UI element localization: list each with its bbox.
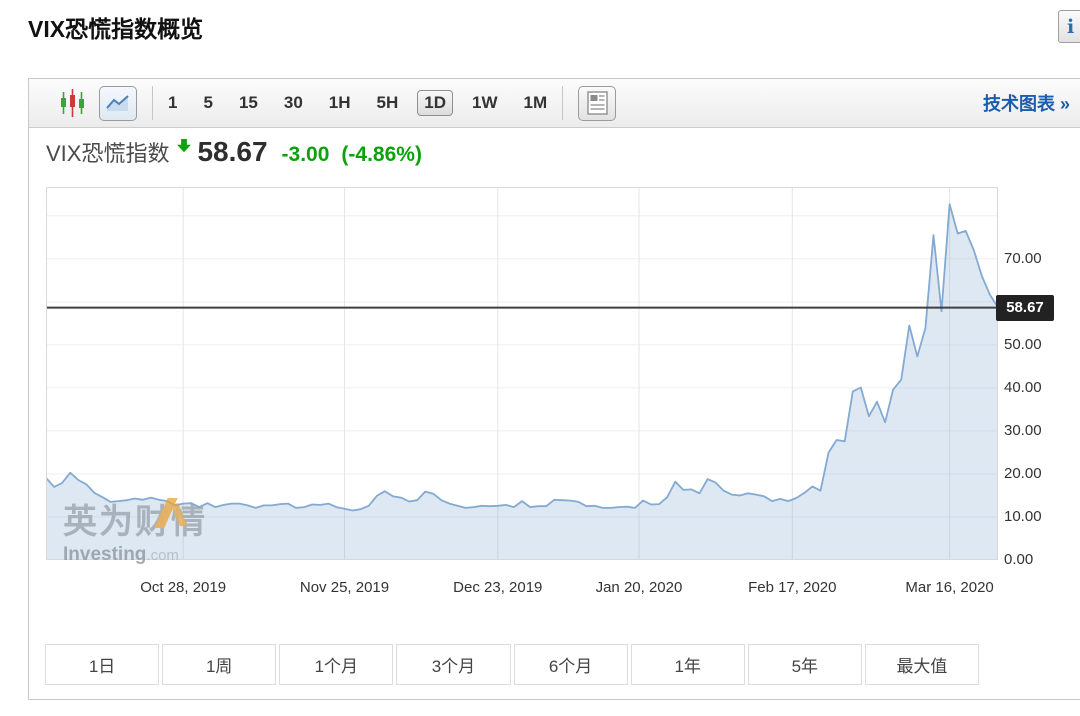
- chevron-right-double-icon: »: [1059, 94, 1070, 114]
- range-5y[interactable]: 5年: [747, 644, 862, 685]
- plot-area[interactable]: [46, 187, 998, 560]
- instrument-name: VIX恐慌指数: [46, 141, 170, 166]
- toolbar-separator: [562, 86, 564, 120]
- interval-30[interactable]: 30: [283, 93, 303, 112]
- price-change-percent: (-4.86%): [341, 143, 422, 166]
- x-axis-label: Mar 16, 2020: [905, 579, 994, 596]
- interval-1w[interactable]: 1W: [471, 93, 498, 112]
- interval-1[interactable]: 1: [168, 93, 178, 112]
- last-price: 58.67: [197, 136, 268, 167]
- chart-widget: 1 5 15 30 1H 5H 1D 1W 1M: [28, 78, 1080, 700]
- price-badge: 58.67: [996, 294, 1054, 321]
- technical-chart-link[interactable]: 技术图表 »: [982, 94, 1070, 114]
- vix-area-chart[interactable]: [46, 187, 998, 560]
- x-axis-label: Nov 25, 2019: [299, 579, 390, 596]
- x-axis-label: Oct 28, 2019: [140, 579, 227, 596]
- toolbar-separator: [152, 86, 153, 120]
- page-title: VIX恐慌指数概览: [28, 16, 204, 42]
- interval-5h[interactable]: 5H: [376, 93, 399, 112]
- instrument-header: VIX恐慌指数 58.67 -3.00 (-4.86%): [46, 136, 422, 178]
- interval-1d[interactable]: 1D: [417, 90, 453, 116]
- x-axis-label: Jan 20, 2020: [595, 579, 683, 596]
- y-axis-label: 0.00: [1004, 551, 1034, 568]
- y-axis-label: 20.00: [1004, 464, 1042, 482]
- range-1y[interactable]: 1年: [630, 644, 745, 685]
- price-change: -3.00: [281, 143, 330, 166]
- y-axis-label: 70.00: [1004, 249, 1042, 267]
- info-icon: i: [1067, 15, 1075, 38]
- range-1w[interactable]: 1周: [162, 644, 277, 685]
- x-axis-label: Dec 23, 2019: [453, 579, 543, 596]
- interval-group: 1 5 15 30 1H 5H 1D 1W 1M: [168, 90, 547, 116]
- line-chart-glyph: [106, 95, 129, 111]
- y-axis-label: 30.00: [1004, 421, 1042, 439]
- line-chart-icon[interactable]: [99, 85, 137, 121]
- chart-toolbar: 1 5 15 30 1H 5H 1D 1W 1M: [29, 79, 1080, 128]
- candlestick-chart-icon[interactable]: [59, 88, 87, 118]
- news-glyph: [586, 91, 608, 115]
- x-axis-label: Feb 17, 2020: [748, 579, 837, 596]
- interval-1h[interactable]: 1H: [328, 93, 351, 112]
- range-1d[interactable]: 1日: [45, 644, 160, 685]
- news-panel-icon[interactable]: [578, 85, 617, 121]
- range-6m[interactable]: 6个月: [513, 644, 628, 685]
- interval-15[interactable]: 15: [238, 93, 258, 112]
- info-button[interactable]: i: [1058, 10, 1080, 43]
- range-max[interactable]: 最大值: [864, 644, 979, 685]
- interval-5[interactable]: 5: [203, 93, 213, 112]
- range-1m[interactable]: 1个月: [279, 644, 394, 685]
- y-axis-label: 40.00: [1004, 378, 1042, 396]
- interval-1m[interactable]: 1M: [523, 93, 548, 112]
- down-arrow-icon: [177, 139, 192, 158]
- range-button-row: 1日 1周 1个月 3个月 6个月 1年 5年 最大值: [45, 644, 979, 685]
- y-axis-label: 10.00: [1004, 507, 1042, 525]
- y-axis-label: 50.00: [1004, 335, 1042, 353]
- range-3m[interactable]: 3个月: [396, 644, 511, 685]
- candlestick-glyph: [61, 89, 84, 117]
